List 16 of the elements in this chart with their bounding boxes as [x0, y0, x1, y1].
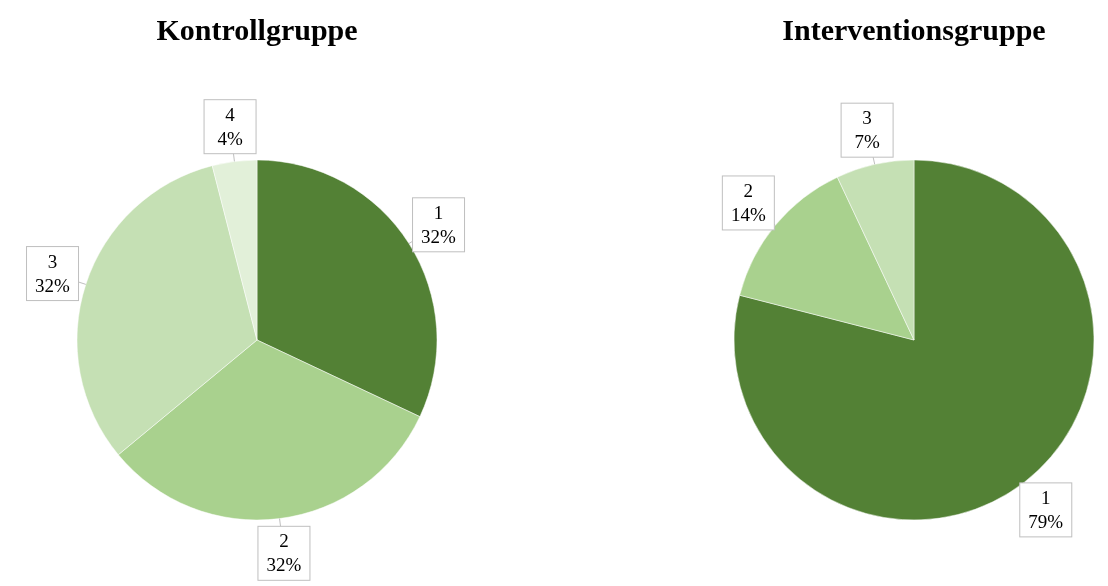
data-label: 79% [1028, 510, 1064, 532]
data-label: 32% [266, 554, 302, 576]
slice-label: 2 [743, 179, 754, 201]
slice-label: 1 [433, 201, 444, 223]
slice-label: 2 [279, 530, 289, 552]
slice-label: 1 [1041, 486, 1051, 508]
slice-label: 4 [225, 103, 236, 125]
chart-title: Kontrollgruppe [156, 13, 358, 46]
data-label: 7% [854, 131, 880, 153]
data-label: 32% [421, 225, 457, 247]
data-label: 32% [35, 274, 71, 296]
slice-label: 3 [862, 107, 872, 129]
data-label: 14% [730, 203, 766, 225]
chart-title: Interventionsgruppe [782, 13, 1046, 46]
data-label: 4% [217, 127, 243, 149]
slice-label: 3 [47, 250, 58, 272]
